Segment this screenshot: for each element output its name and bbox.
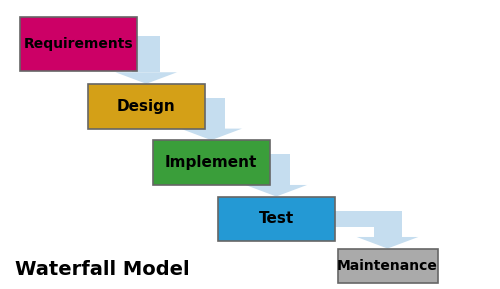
Bar	[197, 106, 225, 129]
FancyBboxPatch shape	[20, 17, 138, 71]
Polygon shape	[356, 237, 418, 249]
FancyBboxPatch shape	[338, 249, 438, 283]
Bar	[138, 36, 146, 52]
Text: Implement: Implement	[165, 155, 258, 170]
Bar	[270, 154, 276, 171]
Bar	[197, 98, 225, 114]
Bar	[205, 98, 211, 114]
FancyBboxPatch shape	[218, 197, 335, 241]
Polygon shape	[180, 129, 242, 140]
Bar	[335, 211, 388, 227]
Text: Requirements: Requirements	[24, 37, 134, 51]
Text: Design: Design	[117, 99, 176, 114]
Bar	[132, 36, 160, 52]
Bar	[132, 44, 160, 72]
Text: Waterfall Model: Waterfall Model	[15, 260, 190, 279]
FancyBboxPatch shape	[88, 84, 205, 129]
Bar	[374, 219, 402, 237]
Polygon shape	[246, 185, 307, 197]
Polygon shape	[116, 72, 177, 84]
Text: Test: Test	[258, 212, 294, 226]
Bar	[262, 162, 290, 185]
Bar	[262, 154, 290, 171]
Bar	[374, 211, 402, 227]
Text: Maintenance: Maintenance	[337, 259, 438, 273]
FancyBboxPatch shape	[152, 140, 270, 185]
